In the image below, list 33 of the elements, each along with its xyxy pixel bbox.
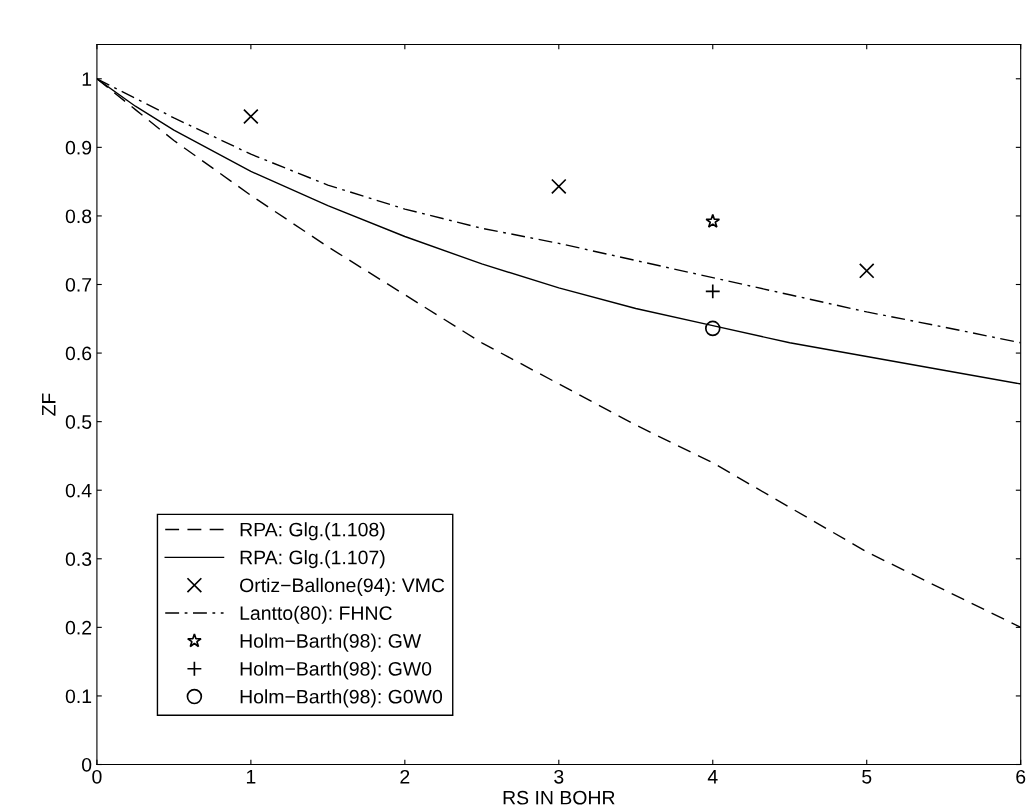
- point: [704, 320, 721, 337]
- point: [705, 213, 721, 228]
- y-tick-label: 0.3: [65, 552, 92, 567]
- y-tick-label: 0.2: [65, 620, 92, 635]
- y-tick-label: 0.6: [65, 346, 92, 361]
- point: [551, 178, 567, 195]
- y-tick-label: 0.5: [65, 415, 92, 429]
- legend-label: RPA: Glg.(1.107): [240, 550, 385, 569]
- x-tick-label: 2: [400, 769, 410, 784]
- point: [858, 263, 875, 279]
- y-tick-label: 0: [82, 757, 92, 772]
- y-tick-label: 1: [82, 72, 92, 86]
- x-tick-label: 6: [1016, 769, 1026, 784]
- y-tick-label: 0.1: [65, 689, 92, 704]
- x-tick-label: 1: [246, 770, 256, 784]
- y-tick-label: 0.4: [65, 483, 92, 498]
- y-axis-title: ZF: [42, 393, 56, 416]
- legend-label: Holm−Barth(98): G0W0: [240, 689, 443, 708]
- x-tick-label: 0: [92, 769, 102, 784]
- legend-label: Holm−Barth(98): GW0: [240, 661, 432, 680]
- x-tick-label: 3: [554, 769, 564, 784]
- point: [704, 283, 721, 300]
- y-tick-label: 0.8: [65, 209, 92, 224]
- legend-label: Holm−Barth(98): GW: [240, 633, 422, 652]
- point: [243, 108, 259, 125]
- y-tick-label: 0.7: [65, 277, 92, 292]
- legend-label: Ortiz−Ballone(94): VMC: [240, 577, 445, 596]
- legend-label: RPA: Glg.(1.108): [240, 522, 385, 541]
- legend-label: Lantto(80): FHNC: [240, 605, 392, 624]
- x-tick-label: 5: [862, 770, 872, 784]
- x-tick-label: 4: [707, 770, 718, 784]
- y-tick-label: 0.9: [65, 140, 92, 155]
- x-axis-title: RS IN BOHR: [503, 790, 615, 805]
